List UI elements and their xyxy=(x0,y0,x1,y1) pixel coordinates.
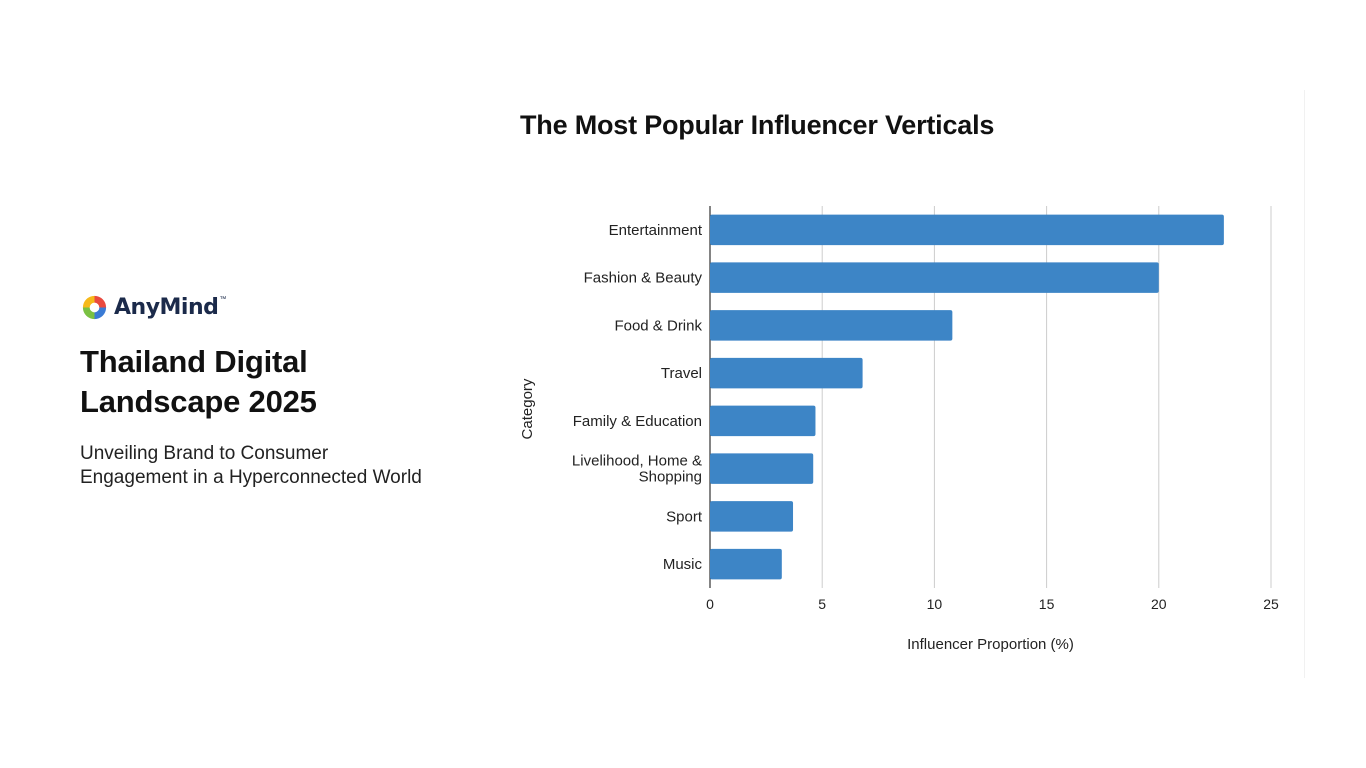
report-cover: AnyMind ™ Thailand Digital Landscape 202… xyxy=(80,292,480,490)
bar xyxy=(710,310,953,341)
brand-trademark: ™ xyxy=(219,296,227,303)
bar xyxy=(710,548,782,580)
x-tick-label: 10 xyxy=(927,596,943,612)
category-label: Sport xyxy=(666,508,703,525)
category-label: Livelihood, Home & Shopping xyxy=(572,453,702,486)
report-subtitle: Unveiling Brand to Consumer Engagement i… xyxy=(80,443,422,488)
category-label: Travel xyxy=(661,365,702,382)
x-axis-label: Influencer Proportion (%) xyxy=(907,636,1074,653)
bar xyxy=(710,405,816,437)
chart-title: The Most Popular Influencer Verticals xyxy=(520,110,995,140)
x-tick-label: 15 xyxy=(1039,596,1055,612)
report-title: Thailand Digital Landscape 2025 xyxy=(80,344,317,419)
bar xyxy=(710,214,1224,246)
x-tick-label: 0 xyxy=(706,596,714,612)
anymind-logo-icon xyxy=(82,295,107,319)
category-label: Entertainment xyxy=(609,222,703,239)
bar xyxy=(710,453,814,484)
category-label: Fashion & Beauty xyxy=(584,270,703,287)
x-tick-label: 20 xyxy=(1151,596,1167,612)
category-label: Food & Drink xyxy=(614,317,702,334)
divider xyxy=(1304,90,1305,678)
x-tick-label: 5 xyxy=(818,596,826,612)
bar xyxy=(710,262,1159,293)
bar xyxy=(710,357,863,389)
category-label: Music xyxy=(663,556,703,573)
y-axis-label: Category xyxy=(519,378,536,439)
x-tick-label: 25 xyxy=(1263,596,1279,612)
category-label: Family & Education xyxy=(573,413,702,430)
bar xyxy=(710,501,794,532)
brand-name: AnyMind xyxy=(114,294,219,320)
brand: AnyMind ™ xyxy=(80,292,480,322)
